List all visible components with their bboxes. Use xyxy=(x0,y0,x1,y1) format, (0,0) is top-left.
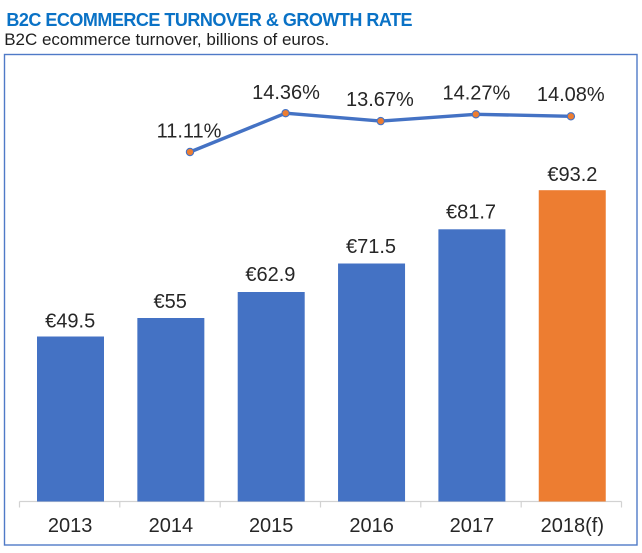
svg-text:€71.5: €71.5 xyxy=(346,236,396,258)
svg-text:2014: 2014 xyxy=(149,515,194,537)
svg-text:14.08%: 14.08% xyxy=(537,84,605,106)
svg-text:13.67%: 13.67% xyxy=(346,89,414,111)
svg-text:€62.9: €62.9 xyxy=(245,264,295,286)
svg-text:2018(f): 2018(f) xyxy=(541,515,604,537)
svg-text:2016: 2016 xyxy=(349,515,394,537)
svg-text:11.11%: 11.11% xyxy=(157,121,222,143)
svg-text:B2C ecommerce turnover, billio: B2C ecommerce turnover, billions of euro… xyxy=(4,30,329,49)
svg-text:14.36%: 14.36% xyxy=(252,82,320,104)
svg-text:€81.7: €81.7 xyxy=(446,202,496,224)
svg-text:€49.5: €49.5 xyxy=(45,310,95,332)
svg-text:€93.2: €93.2 xyxy=(547,164,597,186)
svg-text:2013: 2013 xyxy=(48,515,93,537)
svg-text:2015: 2015 xyxy=(249,515,294,537)
svg-text:2017: 2017 xyxy=(450,515,495,537)
svg-text:€55: €55 xyxy=(154,291,187,313)
svg-text:14.27%: 14.27% xyxy=(442,82,510,104)
svg-text:B2C ECOMMERCE TURNOVER & GROWT: B2C ECOMMERCE TURNOVER & GROWTH RATE xyxy=(6,10,412,30)
